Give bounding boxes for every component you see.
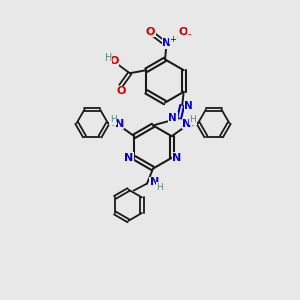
- Text: N: N: [172, 153, 182, 163]
- Text: N: N: [150, 177, 159, 187]
- Text: H: H: [189, 116, 196, 124]
- Text: H: H: [110, 116, 117, 124]
- Text: N: N: [182, 118, 191, 129]
- Text: O: O: [178, 27, 188, 37]
- Text: H: H: [104, 53, 112, 63]
- Text: H: H: [156, 183, 163, 192]
- Text: N: N: [124, 153, 134, 163]
- Text: N: N: [184, 101, 193, 111]
- Text: N: N: [168, 112, 177, 123]
- Text: -: -: [188, 29, 191, 39]
- Text: O: O: [146, 27, 155, 37]
- Text: +: +: [169, 34, 176, 43]
- Text: N: N: [162, 38, 171, 48]
- Text: O: O: [116, 86, 125, 96]
- Text: O: O: [110, 56, 119, 66]
- Text: N: N: [115, 118, 124, 129]
